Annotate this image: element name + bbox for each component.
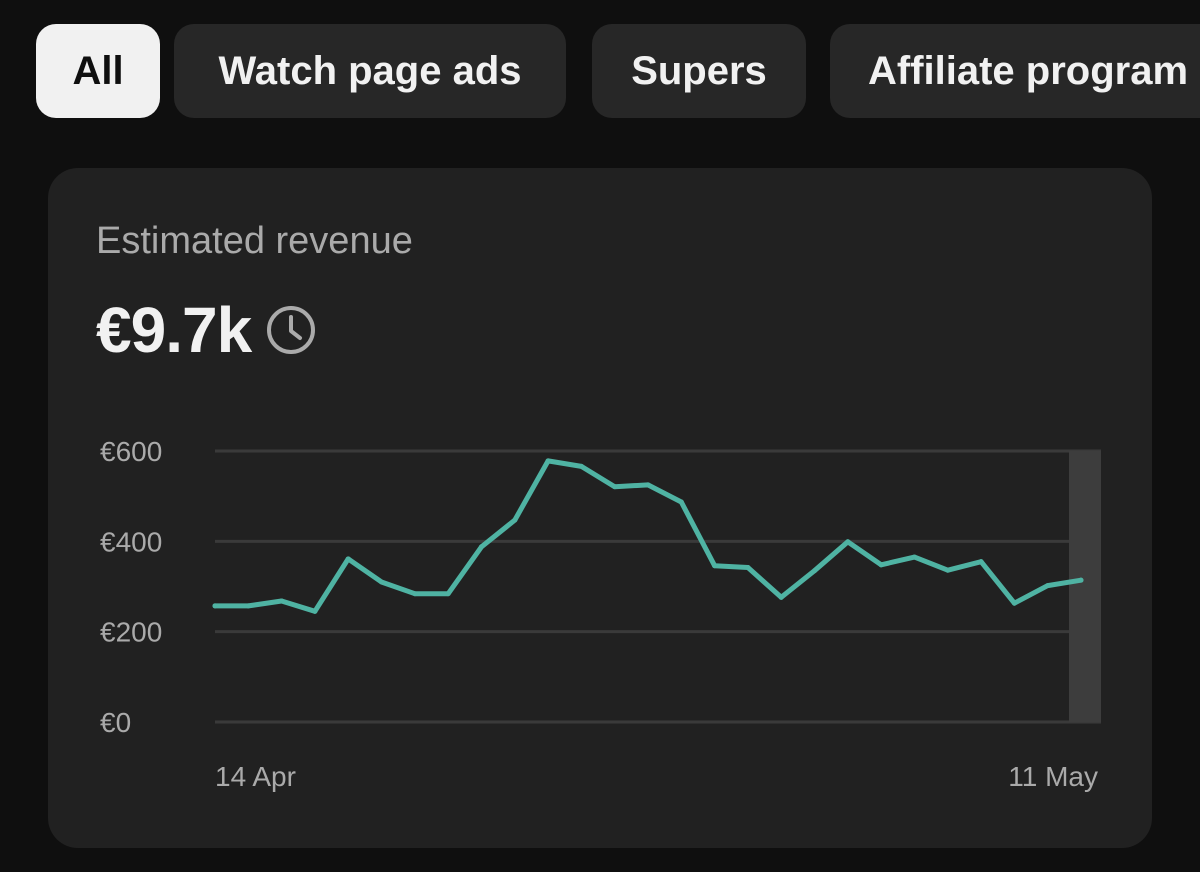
data-point bbox=[312, 608, 318, 614]
data-point bbox=[478, 544, 484, 550]
data-point bbox=[1045, 583, 1051, 589]
data-point bbox=[845, 539, 851, 545]
data-point bbox=[1011, 600, 1017, 606]
data-point bbox=[878, 562, 884, 568]
data-point bbox=[412, 591, 418, 597]
data-point bbox=[612, 484, 618, 490]
filter-chips: All Watch page ads Supers Affiliate prog… bbox=[36, 24, 1200, 120]
filter-chip-all[interactable]: All bbox=[36, 24, 160, 118]
data-point bbox=[1078, 577, 1084, 583]
data-point bbox=[911, 554, 917, 560]
revenue-line-chart[interactable]: €0 €200 €400 €600 14 Apr 11 May bbox=[48, 168, 1152, 848]
y-tick-label: €0 bbox=[100, 707, 131, 738]
revenue-value: €9.7k bbox=[96, 294, 252, 366]
data-point bbox=[745, 565, 751, 571]
data-point bbox=[279, 598, 285, 604]
data-point bbox=[945, 567, 951, 573]
chart-y-ticks: €0 €200 €400 €600 bbox=[100, 436, 162, 738]
y-tick-label: €400 bbox=[100, 526, 162, 557]
revenue-card[interactable]: Estimated revenue €9.7k €0 €200 €400 €600 1… bbox=[48, 168, 1152, 848]
data-point bbox=[978, 559, 984, 565]
metric-row: €9.7k bbox=[96, 290, 317, 370]
data-point bbox=[645, 482, 651, 488]
filter-chip-affiliate-program[interactable]: Affiliate program bbox=[830, 24, 1200, 118]
selected-day-band bbox=[1069, 451, 1101, 722]
filter-chip-watch-page-ads[interactable]: Watch page ads bbox=[174, 24, 566, 118]
y-tick-label: €200 bbox=[100, 617, 162, 648]
chart-grid bbox=[215, 449, 1101, 724]
card-title: Estimated revenue bbox=[96, 220, 413, 262]
data-point bbox=[678, 499, 684, 505]
data-point bbox=[578, 463, 584, 469]
chart-highlight bbox=[1069, 451, 1101, 722]
data-point bbox=[245, 603, 251, 609]
data-point bbox=[812, 568, 818, 574]
data-point bbox=[712, 563, 718, 569]
data-point bbox=[445, 591, 451, 597]
y-tick-label: €600 bbox=[100, 436, 162, 467]
data-point bbox=[212, 603, 218, 609]
data-point bbox=[512, 517, 518, 523]
data-point bbox=[345, 556, 351, 562]
x-tick-label: 14 Apr bbox=[215, 761, 296, 792]
x-tick-label: 11 May bbox=[1008, 761, 1098, 792]
chart-series bbox=[212, 458, 1084, 614]
filter-chip-supers[interactable]: Supers bbox=[592, 24, 806, 118]
clock-icon[interactable] bbox=[265, 304, 317, 356]
data-point bbox=[545, 458, 551, 464]
chart-x-ticks: 14 Apr 11 May bbox=[215, 761, 1098, 792]
data-point bbox=[379, 579, 385, 585]
data-point bbox=[778, 594, 784, 600]
